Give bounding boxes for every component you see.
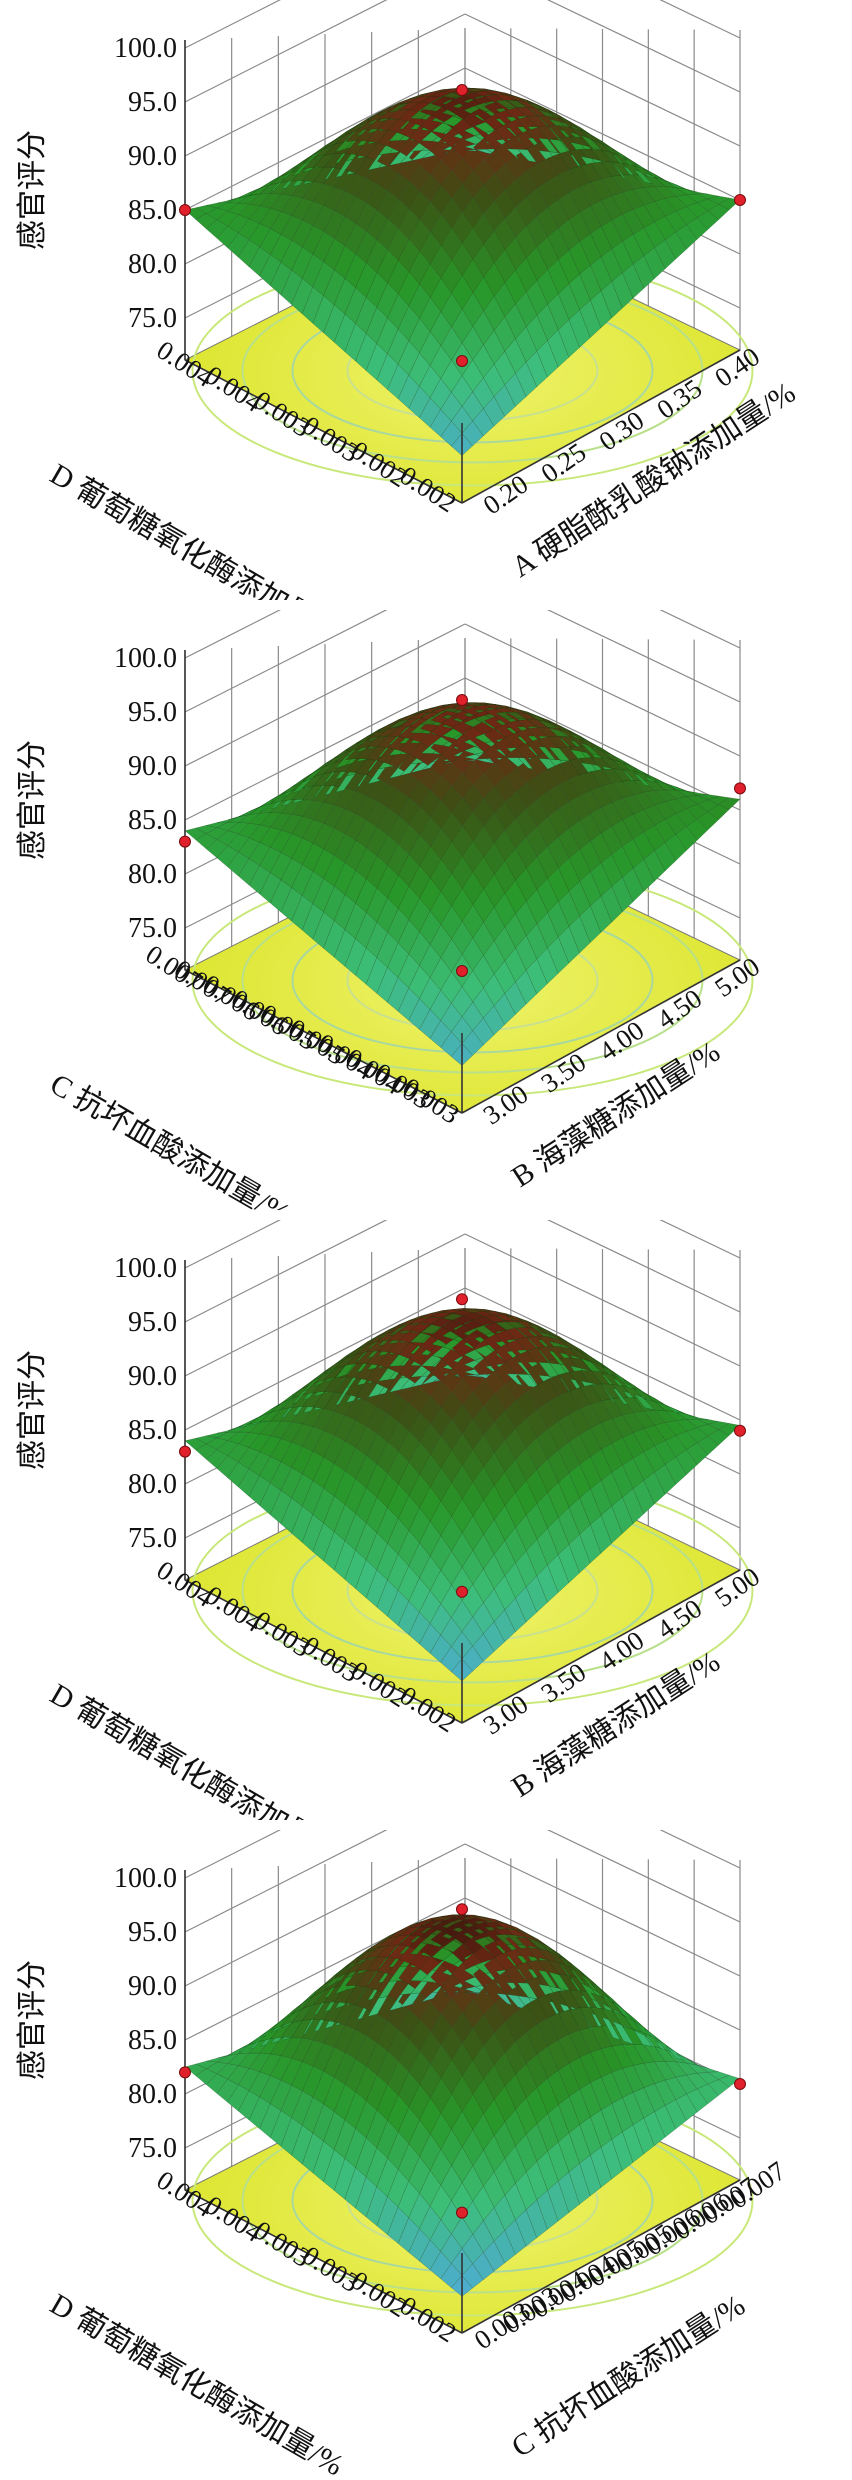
z-tick-label: 75.0 xyxy=(128,1523,177,1554)
design-point-top xyxy=(456,84,468,96)
z-tick-label: 90.0 xyxy=(128,1971,177,2002)
z-tick-label: 95.0 xyxy=(128,697,177,728)
z-tick-label: 95.0 xyxy=(128,1917,177,1948)
z-tick-label: 100.0 xyxy=(114,1863,177,1894)
z-tick-label: 100.0 xyxy=(114,643,177,674)
z-tick-label: 90.0 xyxy=(128,1361,177,1392)
y-axis-label: D 葡萄糖氧化酶添加量/% xyxy=(45,457,349,600)
chart-panel-2: 100.0 95.0 90.0 85.0 80.0 75.0 感官评分 3.00 3.50 4.0… xyxy=(0,610,852,1210)
z-tick-label: 75.0 xyxy=(128,2133,177,2164)
y-axis-label: D 葡萄糖氧化酶添加量/% xyxy=(45,1677,349,1820)
design-point-left xyxy=(179,204,191,216)
surface-plot-4: 100.095.090.085.080.075.0感官评分0.0030.0030… xyxy=(16,1830,791,2480)
design-point-front xyxy=(456,2206,468,2219)
z-tick-label: 90.0 xyxy=(128,141,177,172)
z-tick-label: 100.0 xyxy=(114,1253,177,1284)
design-point-left xyxy=(179,835,191,848)
design-point-top xyxy=(456,1293,468,1306)
z-tick-label: 80.0 xyxy=(128,2079,177,2110)
z-tick-label: 85.0 xyxy=(128,1415,177,1446)
response-surface xyxy=(184,702,741,1066)
z-tick-label: 100.0 xyxy=(114,33,177,64)
z-tick-label: 95.0 xyxy=(128,87,177,118)
z-tick-label: 90.0 xyxy=(128,751,177,782)
surface-plot-1: 100.095.090.085.080.075.0感官评分0.200.250.3… xyxy=(16,0,801,600)
design-point-right xyxy=(734,194,746,206)
z-tick-label: 85.0 xyxy=(128,805,177,836)
design-point-front xyxy=(456,1585,468,1598)
design-point-right xyxy=(734,2078,746,2090)
chart-panel-1: 100.0 95.0 90.0 85.0 80.0 75.0 感官评分 0.20 0.25 0.3… xyxy=(0,0,852,600)
design-point-left xyxy=(179,1445,191,1458)
response-surface xyxy=(184,87,741,456)
design-point-right xyxy=(734,782,746,795)
z-tick-label: 75.0 xyxy=(128,303,177,334)
z-tick-label: 85.0 xyxy=(128,195,177,226)
z-axis-label: 感官评分 xyxy=(16,740,49,860)
z-axis-label: 感官评分 xyxy=(16,1960,49,2080)
z-tick-label: 80.0 xyxy=(128,859,177,890)
surface-plot-3: 100.095.090.085.080.075.0感官评分3.003.504.0… xyxy=(16,1220,765,1820)
x-tick-label: 0.007 xyxy=(724,2155,791,2214)
design-point-top xyxy=(456,1903,468,1916)
z-tick-label: 80.0 xyxy=(128,1469,177,1500)
chart-panel-3: 100.0 95.0 90.0 85.0 80.0 75.0 感官评分 3.00 3.50 4.0… xyxy=(0,1220,852,1820)
z-tick-label: 85.0 xyxy=(128,2025,177,2056)
z-tick-label: 95.0 xyxy=(128,1307,177,1338)
design-point-top xyxy=(456,694,468,706)
design-point-right xyxy=(734,1424,746,1437)
z-tick-label: 75.0 xyxy=(128,913,177,944)
chart-panel-4: 100.0 95.0 90.0 85.0 80.0 75.0 感官评分 0.003 0.003 0… xyxy=(0,1830,852,2480)
y-axis-label: C 抗坏血酸添加量/% xyxy=(45,1067,296,1210)
surface-plot-2: 100.095.090.085.080.075.0感官评分3.003.504.0… xyxy=(16,610,765,1210)
response-surface xyxy=(184,1308,741,1682)
y-axis-label: D 葡萄糖氧化酶添加量/% xyxy=(45,2287,349,2480)
design-point-left xyxy=(179,2066,191,2079)
z-axis-label: 感官评分 xyxy=(16,130,49,250)
z-tick-label: 80.0 xyxy=(128,249,177,280)
response-surface xyxy=(184,1914,741,2297)
design-point-front xyxy=(456,965,468,977)
design-point-front xyxy=(456,355,468,367)
z-axis-label: 感官评分 xyxy=(16,1350,49,1470)
